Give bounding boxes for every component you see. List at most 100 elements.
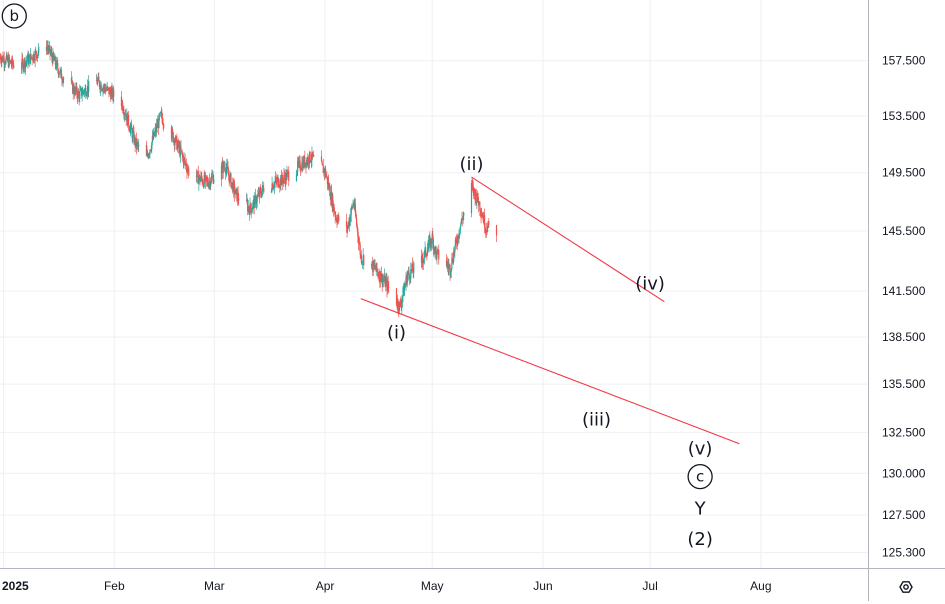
candle-body xyxy=(335,217,337,221)
x-tick-label: May xyxy=(421,579,444,593)
candle-body xyxy=(456,243,458,245)
candle-body xyxy=(147,152,149,156)
candle-body xyxy=(356,218,358,226)
candle-body xyxy=(158,115,160,129)
candle-body xyxy=(298,160,300,164)
candle-body xyxy=(335,216,337,218)
candle-body xyxy=(484,228,486,231)
candle-body xyxy=(387,281,389,287)
candle-body xyxy=(205,175,207,177)
candle-body xyxy=(432,239,435,251)
candle-body xyxy=(309,151,311,162)
candle-body xyxy=(310,160,312,162)
candle-body xyxy=(74,87,76,95)
candle-body xyxy=(350,214,352,222)
candle-body xyxy=(227,167,229,174)
settings-icon xyxy=(899,581,913,593)
candle-body xyxy=(13,65,15,69)
candle-body xyxy=(181,151,183,156)
candle-body xyxy=(398,301,401,311)
candle-body xyxy=(98,80,101,87)
candle-body xyxy=(8,57,11,62)
candle-body xyxy=(435,247,437,252)
candle-body xyxy=(376,270,379,272)
candle-body xyxy=(120,96,123,107)
candle-body xyxy=(12,64,14,66)
y-tick-label: 157.500 xyxy=(882,54,926,68)
candle-body xyxy=(352,203,354,208)
trendline xyxy=(471,176,665,303)
candle-body xyxy=(200,179,202,182)
candle-body xyxy=(54,56,56,65)
candle-body xyxy=(413,262,415,273)
candle-body xyxy=(59,70,61,74)
wave-label: b xyxy=(10,7,20,25)
candle-body xyxy=(401,300,403,307)
candle-body xyxy=(210,182,212,187)
candle-body xyxy=(372,261,374,272)
candle-body xyxy=(151,136,154,143)
candle-body xyxy=(275,178,277,181)
candle-body xyxy=(406,276,408,285)
candle-body xyxy=(10,60,12,64)
candle-body xyxy=(102,87,104,91)
candle-body xyxy=(462,215,464,221)
candle-body xyxy=(257,195,259,197)
candle-body xyxy=(452,262,454,263)
candle-body xyxy=(60,69,62,79)
candle-body xyxy=(299,160,301,170)
candle-body xyxy=(334,212,336,217)
y-tick-label: 135.500 xyxy=(882,377,926,391)
wave-label: (ii) xyxy=(459,154,483,175)
candle-body xyxy=(5,58,7,64)
candle-body xyxy=(148,153,151,155)
candle-body xyxy=(455,239,457,241)
candle-body xyxy=(207,180,209,185)
candle-body xyxy=(63,77,65,79)
candle-body xyxy=(382,279,384,281)
trendline xyxy=(360,298,740,445)
candle-body xyxy=(355,214,357,219)
candle-body xyxy=(235,189,237,194)
candle-body xyxy=(476,201,478,204)
wave-label: (i) xyxy=(387,322,406,343)
candle-body xyxy=(431,243,433,245)
candle-body xyxy=(179,146,181,156)
candle-body xyxy=(196,171,198,178)
candle-body xyxy=(461,218,463,220)
candle-body xyxy=(480,212,482,216)
x-tick-label: Mar xyxy=(204,579,225,593)
wave-label-circle xyxy=(1,3,27,29)
candle-body xyxy=(204,175,206,182)
y-tick-label: 141.500 xyxy=(882,284,926,298)
candle-body xyxy=(426,249,429,256)
candle-body xyxy=(333,204,335,212)
candle-body xyxy=(404,285,406,288)
candle-body xyxy=(426,255,428,257)
candle-body xyxy=(457,235,459,244)
candle-body xyxy=(50,53,52,55)
candle-body xyxy=(150,149,152,151)
candle-body xyxy=(270,190,273,193)
candle-body xyxy=(495,225,498,236)
candle-body xyxy=(260,190,262,195)
wave-label: (2) xyxy=(687,529,713,550)
candle-body xyxy=(145,144,148,156)
candle-body xyxy=(307,157,309,164)
candle-body xyxy=(30,53,32,58)
candle-body xyxy=(150,149,152,151)
candle-body xyxy=(47,46,49,49)
candle-body xyxy=(404,284,407,286)
chart-settings-button[interactable] xyxy=(893,575,919,599)
candle-body xyxy=(25,61,27,63)
candle-body xyxy=(354,204,357,215)
x-tick-label: Jun xyxy=(533,579,552,593)
candle-body xyxy=(295,174,298,181)
candle-body xyxy=(81,94,83,96)
candle-body xyxy=(132,131,134,139)
candle-body xyxy=(57,63,59,70)
candle-body xyxy=(79,89,81,91)
candle-body xyxy=(0,56,2,61)
candle-body xyxy=(252,202,254,209)
candle-body xyxy=(438,250,440,260)
